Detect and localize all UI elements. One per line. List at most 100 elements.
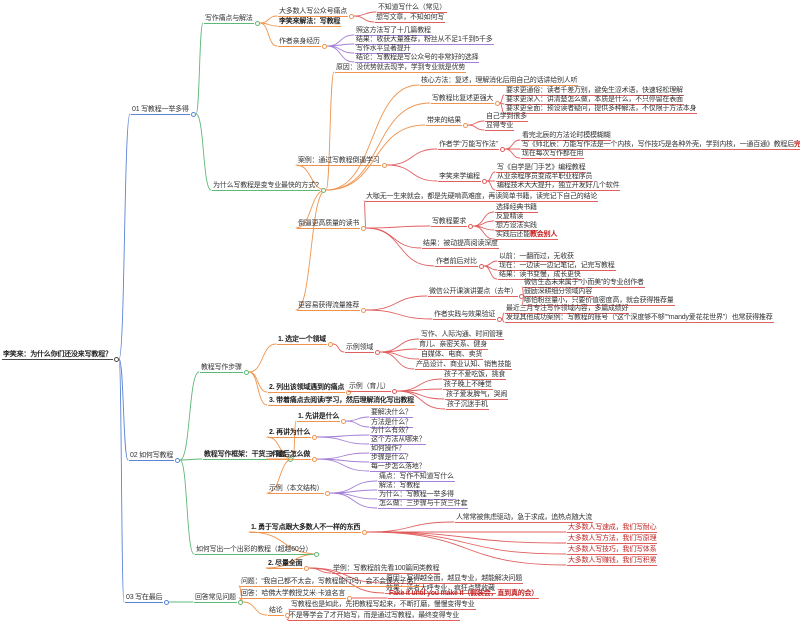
collapse-toggle[interactable] xyxy=(361,529,367,535)
root-topic[interactable]: 李笑来：为什么你们还没来写教程？ xyxy=(2,351,113,360)
mindmap-node[interactable]: 2. 尽量全面 xyxy=(267,560,304,569)
collapse-toggle[interactable] xyxy=(499,146,505,152)
mindmap-node[interactable]: 示例领域 xyxy=(345,344,375,353)
mindmap-node[interactable]: 编程技术大大提升，独立开发好几个软件 xyxy=(496,182,621,191)
mindmap-node[interactable]: 2. 列出该领域遇到的痛点 xyxy=(268,384,346,393)
mindmap-node[interactable]: 照这方法写了十几篇教程 xyxy=(355,27,432,36)
mindmap-node[interactable]: 选择经典书籍 xyxy=(495,204,538,213)
mindmap-node[interactable]: 作者亲身经历 xyxy=(278,38,321,47)
collapse-toggle[interactable] xyxy=(346,595,352,601)
mindmap-node[interactable]: 写《师北辰：万能写作法是一个内核，写作技巧是各种外壳，学到内核，一通百通》教程后… xyxy=(521,140,800,150)
mindmap-node[interactable]: 育儿、亲密关系、健身 xyxy=(418,341,488,350)
mindmap-node[interactable]: 写教程要求 xyxy=(431,218,467,227)
mindmap-node[interactable]: 李笑来解法：写教程 xyxy=(278,18,342,27)
topic-faq[interactable]: 回答常见问题 xyxy=(194,594,237,603)
mindmap-node[interactable]: 2. 再讲为什么 xyxy=(268,429,312,438)
mindmap-node[interactable]: 大多数人写赚钱，我们写积累 xyxy=(567,557,658,566)
mindmap-node[interactable]: 这个方法从哪来？ xyxy=(370,436,427,445)
mindmap-node[interactable]: 写作水平显著提升 xyxy=(355,45,412,54)
mindmap-node[interactable]: 作者前后对比 xyxy=(435,258,478,267)
collapse-toggle[interactable] xyxy=(496,316,502,322)
mindmap-node[interactable]: 每一步怎么落地？ xyxy=(370,463,427,472)
mindmap-node[interactable]: 怎么做：三步骤与干货三件套 xyxy=(378,500,469,509)
mindmap-node[interactable]: 不是等学会了才开始写，而是通过写教程，最终变得专业 xyxy=(288,612,460,621)
collapse-toggle[interactable] xyxy=(340,418,346,424)
branch-03[interactable]: 03 写在最后 xyxy=(125,594,164,603)
mindmap-node[interactable]: 微信生态未来属于“小而美”的专业创作者 xyxy=(523,279,645,288)
mindmap-node[interactable]: 1. 选定一个领域 xyxy=(277,336,327,345)
mindmap-node[interactable]: 示例（本文结构） xyxy=(268,485,325,494)
mindmap-node[interactable]: 以前：一翻而过，无收获 xyxy=(498,253,575,262)
mindmap-node[interactable]: 要求更通俗：读者千差万别，避免生涩术语，快速轻松理解 xyxy=(505,87,684,96)
mindmap-node[interactable]: 写教程也是如此，先把教程写起来，不断打磨，慢慢变得专业 xyxy=(290,601,476,610)
collapse-toggle[interactable] xyxy=(163,599,169,605)
mindmap-node[interactable]: 要求更全面：预设读者疑问，提供多种解法，不仅限于方法本身 xyxy=(505,105,698,114)
mindmap-node[interactable]: 结论：写教程是写公众号的非常好的选择 xyxy=(355,54,480,63)
collapse-toggle[interactable] xyxy=(391,388,397,394)
mindmap-node[interactable]: 写教程比复述更强大 xyxy=(431,95,495,104)
mindmap-node[interactable]: 孩子爱发脾气，哭闹 xyxy=(445,391,509,400)
collapse-toggle[interactable] xyxy=(303,565,309,571)
mindmap-node[interactable]: 大多数人写方法，我们写原理 xyxy=(567,535,658,544)
collapse-toggle[interactable] xyxy=(478,263,484,269)
topic-outstanding[interactable]: 如何写出一个出彩的教程（超越60分） xyxy=(195,546,314,555)
collapse-toggle[interactable] xyxy=(381,162,387,168)
mindmap-node[interactable]: 原因：没优势就去现学，学到专业就是优势 xyxy=(335,64,467,73)
mindmap-node[interactable]: 作者学“万能写作法” xyxy=(438,141,499,150)
mindmap-node[interactable]: 要求更深入：讲清楚怎么做，本质是什么，不只停留在表面 xyxy=(505,96,684,105)
mindmap-node[interactable]: 想方设法实践 xyxy=(495,222,538,231)
mindmap-node[interactable]: 回答：哈佛大学教授艾米·卡迪名言 xyxy=(240,590,347,599)
mindmap-node[interactable]: 要解决什么？ xyxy=(370,409,413,418)
mindmap-node[interactable]: 步骤是什么？ xyxy=(370,454,413,463)
topic-pain-points[interactable]: 写作痛点与解法 xyxy=(204,15,254,24)
mindmap-node[interactable]: 如何操作？ xyxy=(370,445,406,454)
mindmap-node[interactable]: 写作、人际沟通、时间管理 xyxy=(420,331,504,340)
mindmap-node[interactable]: 实践后还能教会别人 xyxy=(495,231,559,240)
collapse-toggle[interactable] xyxy=(321,43,327,49)
collapse-toggle[interactable] xyxy=(374,349,380,355)
collapse-toggle[interactable] xyxy=(360,225,366,231)
mindmap-node[interactable]: 孩子晚上不睡觉 xyxy=(443,381,493,390)
collapse-toggle[interactable] xyxy=(311,456,317,462)
collapse-toggle[interactable] xyxy=(243,369,249,375)
mindmap-node[interactable]: 结果：读书变慢，成长更快 xyxy=(498,271,582,280)
mindmap-node[interactable]: 解法：写教程 xyxy=(378,482,421,491)
mindmap-node[interactable]: 3. 最后怎么做 xyxy=(268,451,312,460)
mindmap-node[interactable]: 微信公开课演讲要点（去年） xyxy=(428,288,519,297)
mindmap-node[interactable]: 核心方法：复述，理解消化后用自己的话讲给别人听 xyxy=(420,77,579,86)
mindmap-node[interactable]: 举例：写教程前先看100篇同类教程 xyxy=(332,565,441,574)
mindmap-node[interactable]: 李笑来学编程 xyxy=(438,173,481,182)
mindmap-node[interactable]: 方法是什么？ xyxy=(370,419,413,428)
mindmap-node[interactable]: 示例（育儿） xyxy=(348,383,391,392)
mindmap-node[interactable]: 孩子不爱吃饭，挑食 xyxy=(443,371,507,380)
mindmap-node[interactable]: 大多数人写技巧，我们写体系 xyxy=(567,546,658,555)
mindmap-node[interactable]: 为什么有效？ xyxy=(370,427,413,436)
mindmap-node[interactable]: 从业余程序员变成半职业程序员 xyxy=(496,173,594,182)
mindmap-node[interactable]: 倒逼更高质量的读书 xyxy=(297,220,361,229)
mindmap-node[interactable]: 1. 勇于写点跟大多数人不一样的东西 xyxy=(250,524,362,533)
mindmap-node[interactable]: 不知道写什么（常见） xyxy=(377,4,447,13)
mindmap-node[interactable]: 问题：“我自己都不太会，写教程能行吗，会不会误人子弟？” xyxy=(240,578,424,587)
topic-why-tutorial[interactable]: 为什么写教程是变专业最快的方式? xyxy=(212,182,320,191)
mindmap-node[interactable]: 人常常被焦虑驱动，急于求成，追热点随大流 xyxy=(455,514,593,523)
collapse-toggle[interactable] xyxy=(174,457,180,463)
mindmap-node[interactable]: 哪怕粉丝量小，只要价值密度高，就会获得推荐量 xyxy=(523,297,675,306)
mindmap-node[interactable]: 写《自学是门手艺》编程教程 xyxy=(496,164,587,173)
mindmap-node[interactable]: 最近三月专注写作领域内容，多篇成绩好 xyxy=(505,305,630,314)
collapse-toggle[interactable] xyxy=(462,122,468,128)
collapse-toggle[interactable] xyxy=(360,307,366,313)
collapse-toggle[interactable] xyxy=(190,111,196,117)
mindmap-node[interactable]: 案例：通过写教程倒逼学习 xyxy=(297,157,381,166)
mindmap-node[interactable]: 想写文章，不知如何写 xyxy=(375,14,445,23)
collapse-toggle[interactable] xyxy=(345,389,351,395)
mindmap-node[interactable]: 产品设计、商业认知、销售技能 xyxy=(415,361,513,370)
collapse-toggle[interactable] xyxy=(254,20,260,26)
collapse-toggle[interactable] xyxy=(237,599,243,605)
mindmap-node[interactable]: 结果：被动提高阅读深度 xyxy=(422,240,499,249)
collapse-toggle[interactable] xyxy=(348,13,354,19)
collapse-toggle[interactable] xyxy=(324,490,330,496)
collapse-toggle[interactable] xyxy=(313,551,319,557)
mindmap-node[interactable]: 看完北辰的方法论时模模糊糊 xyxy=(521,132,612,141)
branch-01[interactable]: 01 写教程一举多得 xyxy=(131,106,190,115)
